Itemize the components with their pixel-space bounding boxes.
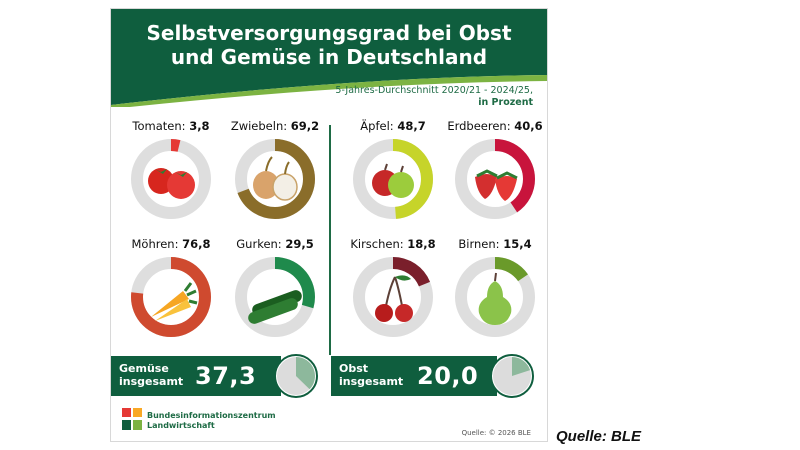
strawberry-icon xyxy=(475,169,518,201)
total-bar xyxy=(331,356,497,396)
donut-zwiebeln: Zwiebeln: 69,2 xyxy=(223,119,327,237)
total-value: 37,3 xyxy=(195,362,257,390)
item-value: 29,5 xyxy=(285,237,314,251)
item-label: Erdbeeren: 40,6 xyxy=(447,119,543,133)
ring-value-arc xyxy=(235,257,315,337)
group-divider xyxy=(329,125,331,355)
chart-subtitle: 5-Jahres-Durchschnitt 2020/21 - 2024/25,… xyxy=(335,85,533,109)
cherry-icon xyxy=(375,275,413,322)
carrot-icon xyxy=(151,282,198,321)
donut-erdbeeren: Erdbeeren: 40,6 xyxy=(443,119,547,237)
total-pie-slice xyxy=(512,357,531,376)
pear-icon xyxy=(478,272,512,325)
item-label: Kirschen: 18,8 xyxy=(350,237,436,251)
item-value: 48,7 xyxy=(397,119,426,133)
item-value: 40,6 xyxy=(514,119,543,133)
item-label: Gurken: 29,5 xyxy=(236,237,314,251)
donut-chart xyxy=(455,257,535,337)
ring-value-arc xyxy=(353,257,433,337)
donut-chart xyxy=(131,257,211,337)
donut-birnen: Birnen: 15,4 xyxy=(443,237,547,355)
title-line-1: Selbstversorgungsgrad bei Obst xyxy=(146,21,512,45)
donut-tomaten: Tomaten: 3,8 xyxy=(119,119,223,237)
donut-chart xyxy=(353,139,433,219)
apple-icon xyxy=(372,163,414,198)
ring-value-arc xyxy=(353,139,433,219)
donut-chart xyxy=(353,257,433,337)
bzl-logo-icon xyxy=(121,407,143,431)
total-gemuese: Gemüse insgesamt 37,3 xyxy=(111,354,321,398)
total-value: 20,0 xyxy=(417,362,479,390)
ring-value-arc xyxy=(131,257,211,337)
ring-value-arc xyxy=(455,257,535,337)
total-bar xyxy=(111,356,281,396)
total-label: Gemüse insgesamt xyxy=(119,362,184,388)
total-pie xyxy=(490,354,534,398)
item-value: 69,2 xyxy=(290,119,320,133)
item-label: Möhren: 76,8 xyxy=(131,237,211,251)
donut-aepfel: Äpfel: 48,7 xyxy=(341,119,445,237)
donut-chart xyxy=(131,139,211,219)
item-label: Zwiebeln: 69,2 xyxy=(230,119,320,133)
total-pie-slice xyxy=(296,357,316,390)
ring-value-arc xyxy=(131,139,211,219)
source-caption: Quelle: BLE xyxy=(556,428,642,445)
tomato-icon xyxy=(148,168,195,199)
item-value: 18,8 xyxy=(407,237,436,251)
total-pie xyxy=(274,354,318,398)
copyright-note: Quelle: © 2026 BLE xyxy=(461,429,531,437)
donut-chart xyxy=(235,139,315,219)
item-label: Birnen: 15,4 xyxy=(458,237,532,251)
logo-text: Bundesinformationszentrum Landwirtschaft xyxy=(147,411,276,430)
total-label: Obst insgesamt xyxy=(339,362,404,388)
item-value: 3,8 xyxy=(189,119,210,133)
item-label: Tomaten: 3,8 xyxy=(132,119,210,133)
header-banner xyxy=(111,9,547,107)
infographic-card: Selbstversorgungsgrad bei Obst und Gemüs… xyxy=(110,8,548,442)
subtitle-line-1: 5-Jahres-Durchschnitt 2020/21 - 2024/25, xyxy=(335,85,533,96)
cucumber-icon xyxy=(248,290,302,324)
total-obst: Obst insgesamt 20,0 xyxy=(331,354,539,398)
donut-chart xyxy=(455,139,535,219)
ring-value-arc xyxy=(455,139,535,219)
item-value: 15,4 xyxy=(503,237,532,251)
onion-icon xyxy=(253,156,298,201)
subtitle-line-2: in Prozent xyxy=(478,97,533,108)
donut-chart xyxy=(235,257,315,337)
donut-gurken: Gurken: 29,5 xyxy=(223,237,327,355)
donut-kirschen: Kirschen: 18,8 xyxy=(341,237,445,355)
item-label: Äpfel: 48,7 xyxy=(360,119,426,133)
title-line-2: und Gemüse in Deutschland xyxy=(170,45,488,69)
donut-moehren: Möhren: 76,8 xyxy=(119,237,223,355)
ring-value-arc xyxy=(235,139,315,219)
chart-title: Selbstversorgungsgrad bei Obst und Gemüs… xyxy=(111,21,547,69)
item-value: 76,8 xyxy=(182,237,211,251)
